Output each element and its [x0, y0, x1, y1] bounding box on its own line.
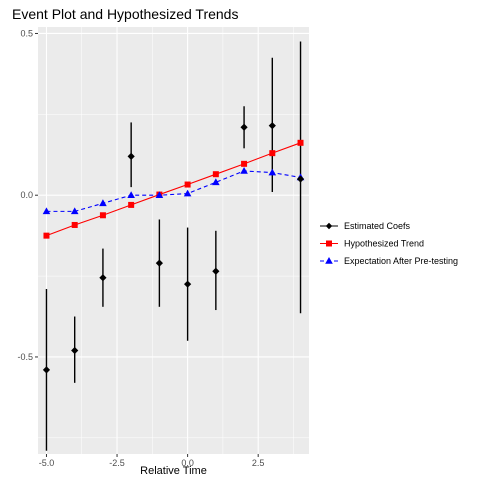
- trend-point: [43, 233, 49, 239]
- y-tick-label: -0.5: [17, 352, 33, 362]
- trend-point: [72, 222, 78, 228]
- trend-point: [100, 212, 106, 218]
- trend-point: [298, 140, 304, 146]
- trend-point: [269, 150, 275, 156]
- legend-item-estimated-coefs: Estimated Coefs: [320, 221, 411, 231]
- trend-point: [213, 171, 219, 177]
- legend: Estimated Coefs Hypothesized Trend Expecta…: [320, 221, 458, 266]
- chart-title: Event Plot and Hypothesized Trends: [12, 6, 238, 22]
- x-axis-title: Relative Time: [140, 465, 207, 477]
- legend-key-marker: [326, 223, 332, 229]
- y-tick-label: 0.5: [20, 28, 33, 38]
- legend-label: Hypothesized Trend: [344, 239, 424, 249]
- x-tick-label: 2.5: [252, 458, 265, 468]
- x-tick-label: -5.0: [39, 458, 55, 468]
- trend-point: [241, 161, 247, 167]
- y-tick-label: 0.0: [20, 190, 33, 200]
- legend-label: Expectation After Pre-testing: [344, 256, 458, 266]
- trend-point: [128, 202, 134, 208]
- x-tick-label: -2.5: [109, 458, 125, 468]
- legend-key-marker: [326, 241, 332, 247]
- legend-item-expectation: Expectation After Pre-testing: [320, 256, 458, 266]
- legend-key-marker: [325, 257, 333, 264]
- trend-point: [185, 182, 191, 188]
- legend-item-hypothesized-trend: Hypothesized Trend: [320, 239, 424, 249]
- plot-panel: [38, 27, 309, 454]
- legend-label: Estimated Coefs: [344, 221, 411, 231]
